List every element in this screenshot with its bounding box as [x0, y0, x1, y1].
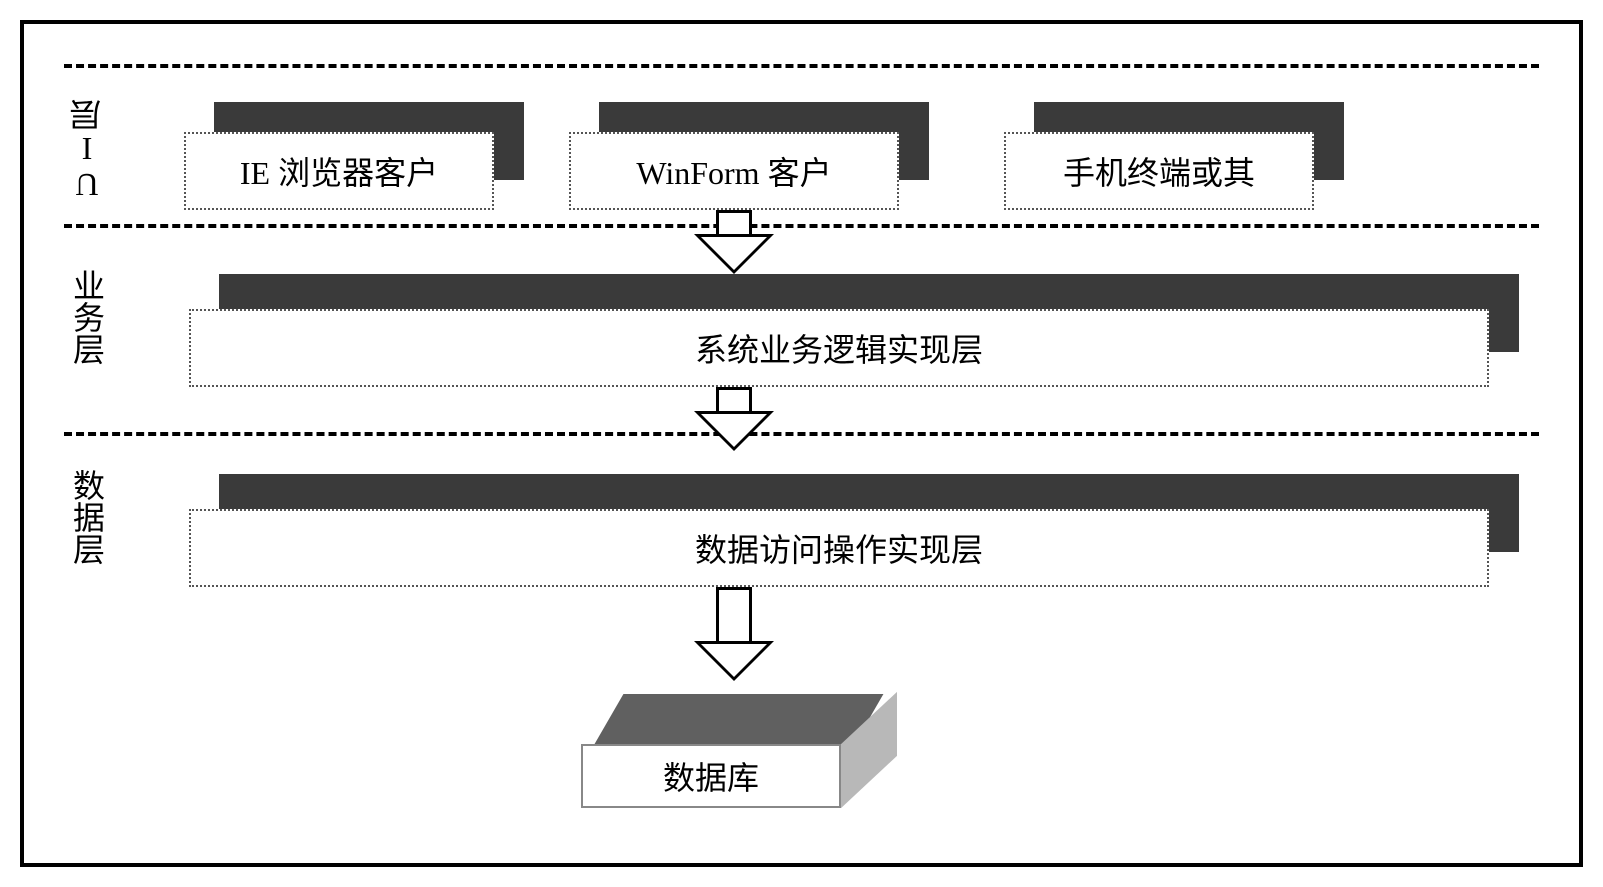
arrow-ui-business: [694, 210, 774, 274]
ui-box-mobile: 手机终端或其: [1004, 132, 1314, 210]
divider-ui-business: [64, 224, 1539, 228]
layer-label-ui: UI层: [64, 99, 110, 203]
divider-top: [64, 64, 1539, 68]
diagram-frame: UI层 IE 浏览器客户 WinForm 客户 手机终端或其 业务层 系统业务逻…: [20, 20, 1583, 867]
ui-box-winform: WinForm 客户: [569, 132, 899, 210]
layer-label-data: 数据层: [64, 469, 110, 565]
arrow-business-data: [694, 387, 774, 451]
arrow-data-db: [694, 587, 774, 681]
business-box: 系统业务逻辑实现层: [189, 309, 1489, 387]
database-label: 数据库: [581, 744, 841, 808]
divider-business-data: [64, 432, 1539, 436]
ui-box-ie: IE 浏览器客户: [184, 132, 494, 210]
layer-label-business: 业务层: [64, 269, 110, 365]
database-top: [595, 694, 884, 744]
data-box: 数据访问操作实现层: [189, 509, 1489, 587]
